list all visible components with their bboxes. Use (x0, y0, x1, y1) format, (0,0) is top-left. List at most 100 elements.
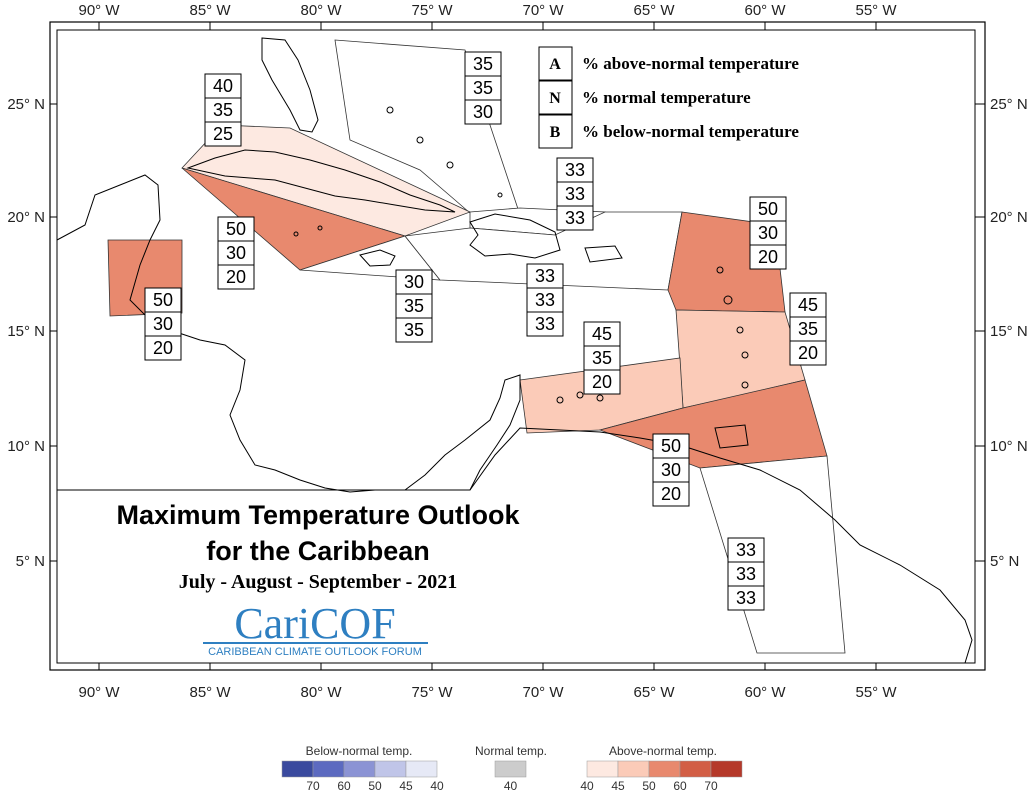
prob-above: 40 (213, 76, 233, 96)
south-america-outline (56, 427, 973, 664)
title-line-1: Maximum Temperature Outlook (116, 500, 520, 530)
prob-cell (727, 537, 765, 563)
prob-above: 33 (736, 540, 756, 560)
prob-cell (526, 287, 564, 313)
key-letter-n: N (549, 90, 561, 107)
lon-label: 75° W (411, 684, 453, 701)
key-text-above: % above-normal temperature (582, 54, 799, 73)
lon-label: 90° W (78, 684, 120, 701)
latitude-labels-left: 25° N 20° N 15° N 10° N 5° N (7, 96, 45, 570)
lon-label: 80° W (300, 2, 342, 19)
lon-label: 70° W (522, 2, 564, 19)
prob-normal: 35 (213, 100, 233, 120)
prob-above: 50 (661, 436, 681, 456)
island (741, 351, 749, 359)
region-hispaniola (404, 211, 683, 291)
lat-label: 10° N (7, 438, 45, 455)
prob-box-abc-islands: 45 35 20 (583, 321, 621, 395)
logo-subtitle: CARIBBEAN CLIMATE OUTLOOK FORUM (208, 646, 422, 658)
prob-below: 33 (565, 208, 585, 228)
prob-above: 45 (798, 295, 818, 315)
island (736, 326, 744, 334)
legend-swatch (617, 760, 650, 778)
lat-label: 15° N (990, 323, 1028, 340)
key-text-below: % below-normal temperature (582, 122, 799, 141)
lat-label: 15° N (7, 323, 45, 340)
prob-cell (556, 205, 594, 231)
lat-label: 20° N (990, 209, 1028, 226)
logo-wordmark: CariCOF (234, 599, 395, 648)
prob-box-northern-leewards: 50 30 20 (749, 196, 787, 270)
island (386, 106, 394, 114)
prob-below: 33 (736, 588, 756, 608)
island (317, 225, 323, 231)
central-america-outline (56, 174, 521, 493)
legend-swatch (648, 760, 681, 778)
legend-above-bar: 40 45 50 60 70 (580, 760, 743, 791)
probability-key: A N B % above-normal temperature % norma… (538, 46, 799, 149)
key-letter-a: A (549, 56, 561, 73)
prob-below: 20 (758, 247, 778, 267)
legend-below-bar: 70 60 50 45 40 (281, 760, 444, 791)
prob-normal: 30 (153, 314, 173, 334)
prob-below: 35 (404, 320, 424, 340)
prob-above: 50 (226, 219, 246, 239)
hispaniola-outline (469, 213, 561, 259)
legend-swatch (679, 760, 712, 778)
prob-box-windwards: 45 35 20 (789, 292, 827, 366)
longitude-labels-top: 90° W 85° W 80° W 75° W 70° W 65° W 60° … (78, 2, 897, 19)
prob-above: 50 (758, 199, 778, 219)
prob-below: 20 (798, 343, 818, 363)
legend-below-title: Below-normal temp. (306, 744, 413, 758)
lon-label: 90° W (78, 2, 120, 19)
legend-swatch (281, 760, 314, 778)
prob-cell (652, 481, 690, 507)
map-title: Maximum Temperature Outlook for the Cari… (116, 500, 520, 593)
prob-above: 33 (535, 266, 555, 286)
lon-label: 65° W (633, 2, 675, 19)
legend-tick-label: 50 (642, 779, 656, 791)
prob-above: 35 (473, 54, 493, 74)
lat-label: 20° N (7, 209, 45, 226)
prob-cell (652, 433, 690, 459)
legend-swatch (312, 760, 345, 778)
lon-label: 60° W (744, 2, 786, 19)
land-outlines (56, 37, 973, 664)
prob-normal: 33 (736, 564, 756, 584)
longitude-labels-bottom: 90° W 85° W 80° W 75° W 70° W 65° W 60° … (78, 684, 897, 701)
prob-cell (395, 293, 433, 319)
prob-cell (204, 73, 242, 99)
prob-cell (464, 75, 502, 101)
prob-cell (217, 240, 255, 266)
island (576, 391, 584, 399)
key-box-b (538, 114, 573, 149)
legend-above-title: Above-normal temp. (609, 744, 717, 758)
prob-below: 20 (226, 267, 246, 287)
prob-cell (789, 292, 827, 318)
prob-normal: 30 (758, 223, 778, 243)
prob-cell (144, 335, 182, 361)
prob-cell (556, 157, 594, 183)
island (716, 266, 724, 274)
prob-normal: 35 (404, 296, 424, 316)
prob-cell (556, 181, 594, 207)
legend-tick-label: 40 (504, 779, 518, 791)
latitude-labels-right: 25° N 20° N 15° N 10° N 5° N (990, 96, 1028, 570)
prob-above: 30 (404, 272, 424, 292)
prob-below: 20 (153, 338, 173, 358)
cuba-outline (186, 149, 456, 213)
prob-normal: 35 (592, 348, 612, 368)
lon-label: 85° W (189, 684, 231, 701)
legend-tick-label: 60 (337, 779, 351, 791)
lon-label: 80° W (300, 684, 342, 701)
prob-cell (727, 585, 765, 611)
prob-normal: 35 (473, 78, 493, 98)
tick-marks (50, 22, 985, 670)
key-letter-b: B (550, 124, 561, 141)
prob-cell (583, 345, 621, 371)
prob-above: 45 (592, 324, 612, 344)
legend: Below-normal temp. Normal temp. Above-no… (281, 744, 743, 791)
legend-tick-label: 60 (673, 779, 687, 791)
legend-tick-label: 45 (611, 779, 625, 791)
